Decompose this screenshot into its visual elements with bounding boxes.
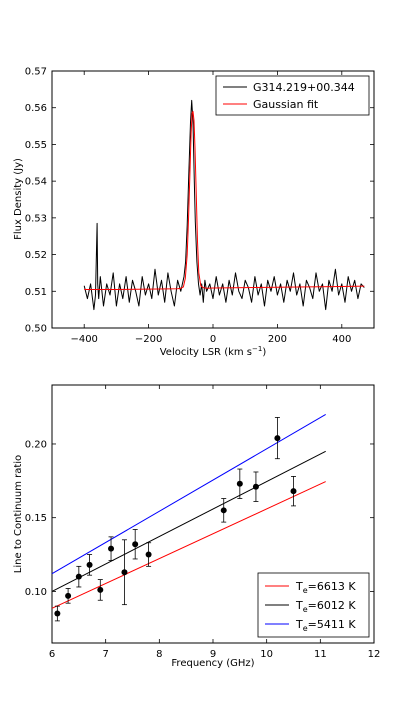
ratio-data-point xyxy=(86,561,93,568)
ratio-legend-label-6012: Te=6012 K xyxy=(295,599,356,614)
spectrum-y-tick-label: 0.56 xyxy=(25,103,47,114)
spectrum-legend: G314.219+00.344 Gaussian fit xyxy=(215,75,370,116)
ratio-y-tick-label: 0.10 xyxy=(25,587,47,598)
ratio-plot-frame xyxy=(51,384,375,644)
ratio-data-point xyxy=(132,541,139,548)
ratio-data-points xyxy=(54,417,297,622)
ratio-legend-6613-rest: =6613 K xyxy=(308,580,357,593)
spectrum-x-tick-label: −400 xyxy=(70,334,97,345)
ratio-y-tick-label: 0.20 xyxy=(25,439,47,450)
spectrum-y-tick-label: 0.55 xyxy=(25,140,47,151)
ratio-legend-6613-main: T xyxy=(295,580,303,593)
ratio-y-tick-label: 0.15 xyxy=(25,513,47,524)
spectrum-x-axis-label: Velocity LSR (km s−1) xyxy=(160,345,267,358)
spectrum-x-tick-label: 200 xyxy=(268,334,287,345)
spectrum-y-ticks: 0.50 0.51 0.52 0.53 0.54 0.55 0.56 0.57 xyxy=(25,67,374,335)
ratio-data-point xyxy=(121,569,128,576)
spectrum-x-ticks: −400 −200 0 200 400 xyxy=(70,71,351,345)
ratio-x-axis-label: Frequency (GHz) xyxy=(171,658,254,669)
ratio-fit-line-0 xyxy=(51,481,326,609)
ratio-y-axis-label: Line to Continuum ratio xyxy=(13,455,24,573)
ratio-legend-label-6613: Te=6613 K xyxy=(295,580,356,595)
spectrum-y-tick-label: 0.51 xyxy=(25,287,47,298)
ratio-legend-6012-rest: =6012 K xyxy=(308,599,357,612)
ratio-data-point xyxy=(145,551,152,558)
ratio-x-tick-label: 11 xyxy=(314,649,327,660)
spectrum-chart: 0.50 0.51 0.52 0.53 0.54 0.55 0.56 0.57 −400 −20… xyxy=(13,67,375,358)
spectrum-observed-line xyxy=(83,99,365,311)
spectrum-y-tick-label: 0.50 xyxy=(25,324,47,335)
ratio-x-ticks: 6 7 8 9 10 11 12 xyxy=(49,385,381,660)
ratio-legend-6613-sub: e xyxy=(303,586,308,595)
ratio-x-tick-label: 8 xyxy=(156,649,162,660)
ratio-data-point xyxy=(97,586,104,593)
ratio-legend: Te=6613 K Te=6012 K Te=5411 K xyxy=(257,572,370,638)
ratio-fit-lines xyxy=(51,414,326,609)
ratio-legend-box xyxy=(257,572,370,638)
spectrum-series xyxy=(83,99,365,311)
ratio-data-point xyxy=(236,480,243,487)
spectrum-y-tick-label: 0.54 xyxy=(25,177,47,188)
ratio-legend-6012-main: T xyxy=(295,599,303,612)
spectrum-legend-label-fit: Gaussian fit xyxy=(253,98,319,111)
ratio-data-point xyxy=(75,573,82,580)
spectrum-x-axis-label-end: ) xyxy=(262,347,266,358)
ratio-legend-5411-rest: =5411 K xyxy=(308,618,357,631)
ratio-x-tick-label: 10 xyxy=(260,649,273,660)
ratio-x-tick-label: 6 xyxy=(49,649,55,660)
ratio-data-point xyxy=(274,435,281,442)
ratio-y-ticks: 0.10 0.15 0.20 xyxy=(25,439,374,598)
ratio-data-point xyxy=(65,592,72,599)
spectrum-gaussian-fit-line xyxy=(84,110,365,290)
ratio-data-point xyxy=(108,545,115,552)
spectrum-y-axis-label: Flux Density (Jy) xyxy=(13,158,24,240)
spectrum-legend-label-observed: G314.219+00.344 xyxy=(253,81,355,94)
ratio-legend-5411-sub: e xyxy=(303,624,308,633)
spectrum-y-tick-label: 0.57 xyxy=(25,67,47,78)
ratio-x-tick-label: 12 xyxy=(368,649,381,660)
ratio-fit-line-1 xyxy=(51,450,326,592)
ratio-data-point xyxy=(252,483,259,490)
ratio-x-tick-label: 7 xyxy=(102,649,108,660)
spectrum-y-tick-label: 0.52 xyxy=(25,250,47,261)
spectrum-x-axis-label-sup: −1 xyxy=(252,345,262,353)
ratio-legend-label-5411: Te=5411 K xyxy=(295,618,356,633)
spectrum-x-tick-label: 0 xyxy=(210,334,216,345)
spectrum-legend-box xyxy=(215,75,370,116)
ratio-data-point xyxy=(220,507,227,514)
ratio-data-point xyxy=(54,610,61,617)
ratio-legend-6012-sub: e xyxy=(303,605,308,614)
spectrum-x-tick-label: 400 xyxy=(332,334,351,345)
ratio-x-tick-label: 9 xyxy=(210,649,216,660)
spectrum-x-axis-label-main: Velocity LSR (km s xyxy=(160,347,252,358)
ratio-data-point xyxy=(290,488,297,495)
spectrum-x-tick-label: −200 xyxy=(135,334,162,345)
spectrum-y-tick-label: 0.53 xyxy=(25,213,47,224)
ratio-fit-line-2 xyxy=(51,414,326,575)
ratio-legend-5411-main: T xyxy=(295,618,303,631)
